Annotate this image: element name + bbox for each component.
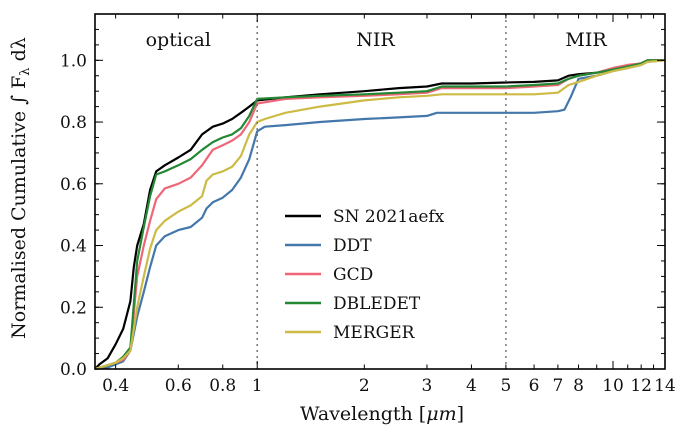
x-tick-label: 0.8 <box>209 376 236 396</box>
y-tick-label: 1.0 <box>60 51 87 71</box>
legend: SN 2021aefx DDT GCD DBLEDET MERGER <box>285 207 445 343</box>
x-tick-label: 12 <box>630 376 652 396</box>
axis-ticks: 0.4 0.6 0.8 1 2 3 4 5 6 7 8 10 12 140.00.20.40.60.81.… <box>60 14 676 396</box>
region-label-nir: NIR <box>356 29 395 51</box>
series-line-sn-2021aefx <box>94 59 665 370</box>
region-labels: optical NIR MIR <box>146 29 608 51</box>
legend-label: SN 2021aefx <box>333 207 445 227</box>
y-axis-label: Normalised Cumulative ∫ Fλ dλ <box>8 37 33 339</box>
y-tick-label: 0.8 <box>60 113 87 133</box>
legend-label: DDT <box>333 236 372 256</box>
series-layer <box>94 59 666 371</box>
x-axis-label: Wavelength [μm] <box>300 403 464 425</box>
y-tick-label: 0.6 <box>60 175 87 195</box>
series-line-merger <box>94 59 666 371</box>
x-tick-label: 0.6 <box>165 376 192 396</box>
x-tick-label: 6 <box>529 376 540 396</box>
x-tick-label: 5 <box>500 376 511 396</box>
x-tick-label: 0.4 <box>102 376 129 396</box>
x-tick-label: 1 <box>252 376 263 396</box>
series-line-dbledet <box>94 59 665 371</box>
x-tick-label: 8 <box>573 376 584 396</box>
x-tick-label: 4 <box>466 376 477 396</box>
x-tick-label: 7 <box>552 376 563 396</box>
legend-label: DBLEDET <box>333 294 421 314</box>
region-label-optical: optical <box>146 29 211 51</box>
x-tick-label: 10 <box>602 376 624 396</box>
legend-label: GCD <box>333 265 373 285</box>
legend-label: MERGER <box>333 323 416 343</box>
y-tick-label: 0.0 <box>60 360 87 380</box>
region-label-mir: MIR <box>565 29 607 51</box>
x-tick-label: 14 <box>654 376 676 396</box>
region-boundaries <box>256 14 507 369</box>
plot-frame <box>94 13 666 370</box>
y-tick-label: 0.2 <box>60 298 87 318</box>
y-tick-label: 0.4 <box>60 237 87 257</box>
series-line-ddt <box>94 59 666 371</box>
x-tick-label: 2 <box>359 376 370 396</box>
x-tick-label: 3 <box>422 376 433 396</box>
